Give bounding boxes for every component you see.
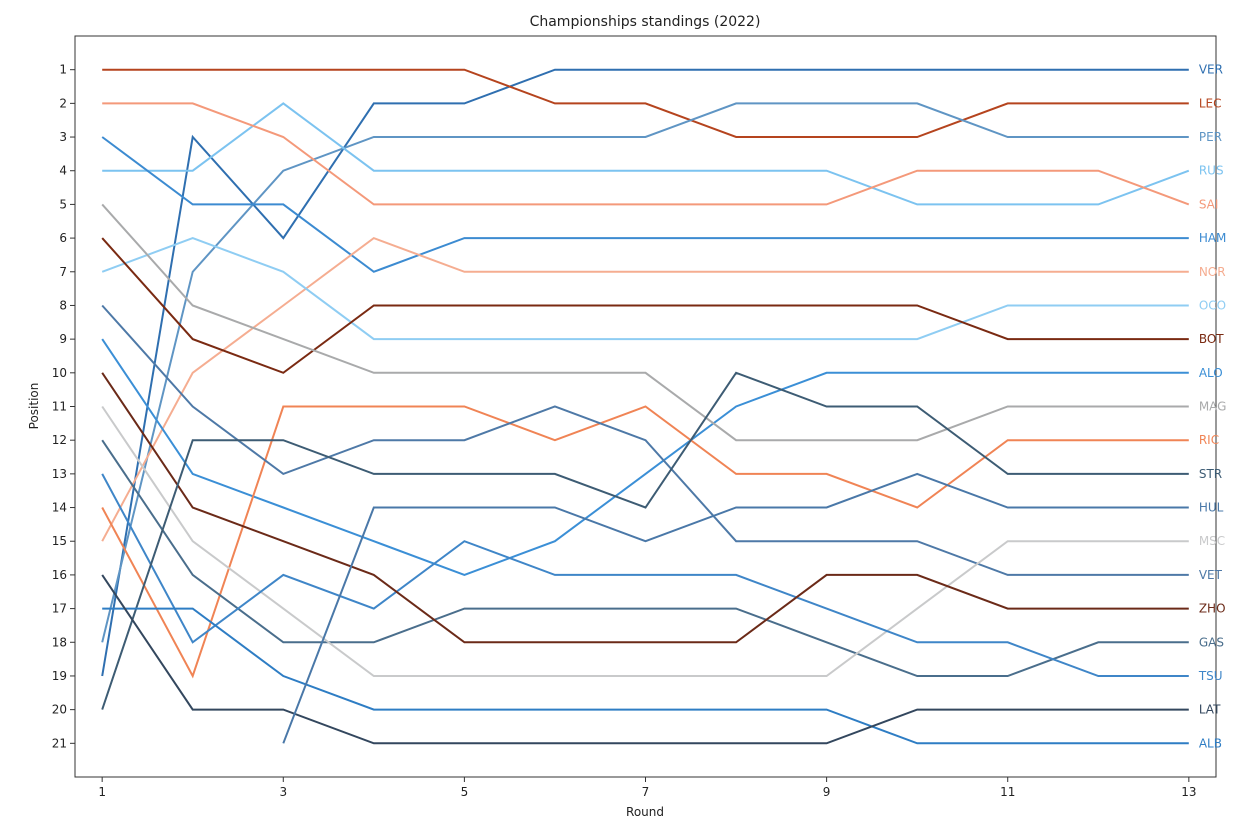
y-tick-label: 3 (59, 130, 67, 144)
series-line-str (101, 371, 1189, 710)
y-tick-label: 10 (52, 366, 67, 380)
y-tick-label: 18 (52, 635, 67, 649)
series-line-alb (102, 607, 1189, 745)
x-tick-label: 11 (1000, 785, 1015, 799)
y-tick-label: 7 (59, 265, 67, 279)
series-label-vet: VET (1199, 568, 1223, 582)
series-line-gas (101, 439, 1189, 677)
series-line-oco (101, 237, 1189, 341)
y-tick-label: 2 (59, 96, 67, 110)
series-label-alb: ALB (1199, 736, 1222, 750)
series-lines (101, 68, 1190, 745)
series-label-ver: VER (1199, 63, 1223, 77)
series-label-gas: GAS (1199, 635, 1224, 649)
series-label-ric: RIC (1199, 433, 1219, 447)
y-tick-label: 4 (59, 164, 67, 178)
series-line-hul (282, 472, 1189, 744)
y-tick-label: 5 (59, 197, 67, 211)
series-line-sai (102, 102, 1190, 206)
series-line-mag (101, 203, 1189, 442)
series-line-zho (101, 372, 1189, 644)
series-line-per (101, 102, 1189, 643)
x-axis-title: Round (626, 805, 664, 819)
y-tick-label: 1 (59, 63, 67, 77)
y-tick-label: 13 (52, 467, 67, 481)
series-label-mag: MAG (1199, 400, 1227, 414)
y-tick-label: 11 (52, 400, 67, 414)
y-tick-label: 14 (52, 501, 67, 515)
series-label-alo: ALO (1199, 366, 1223, 380)
y-tick-label: 15 (52, 534, 67, 548)
series-label-ham: HAM (1199, 231, 1227, 245)
y-tick-label: 16 (52, 568, 67, 582)
series-label-lec: LEC (1199, 96, 1222, 110)
series-line-tsu (101, 473, 1189, 677)
series-label-per: PER (1199, 130, 1222, 144)
series-line-vet (101, 304, 1189, 576)
series-label-hul: HUL (1199, 501, 1224, 515)
series-line-rus (102, 102, 1190, 206)
chart-title: Championships standings (2022) (530, 14, 761, 30)
series-line-msc (101, 405, 1189, 677)
y-tick-label: 8 (59, 298, 67, 312)
x-tick-label: 5 (461, 785, 469, 799)
series-line-nor (101, 236, 1189, 542)
series-label-tsu: TSU (1198, 669, 1223, 683)
series-line-ric (101, 405, 1189, 679)
series-end-labels: VER LEC PER RUS SAI HAM NOR OCO BOT ALO MAG RIC GAS V… (1198, 63, 1227, 751)
series-line-lat (101, 574, 1189, 745)
x-tick-label: 1 (98, 785, 106, 799)
y-tick-label: 17 (52, 602, 67, 616)
series-label-msc: MSC (1199, 534, 1225, 548)
series-label-oco: OCO (1199, 298, 1226, 312)
series-label-rus: RUS (1199, 164, 1224, 178)
y-tick-label: 6 (59, 231, 67, 245)
x-tick-label: 13 (1181, 785, 1196, 799)
series-line-alo (101, 338, 1189, 576)
series-label-lat: LAT (1199, 703, 1221, 717)
series-line-lec (102, 68, 1189, 138)
series-label-zho: ZHO (1199, 602, 1226, 616)
y-tick-label: 9 (59, 332, 67, 346)
y-tick-label: 20 (52, 703, 67, 717)
series-label-sai: SAI (1199, 197, 1219, 211)
x-axis: 1 3 5 7 9 11 13 (98, 777, 1196, 799)
x-tick-label: 3 (279, 785, 287, 799)
y-tick-label: 12 (52, 433, 67, 447)
y-axis-title: Position (27, 383, 41, 430)
series-line-ham (101, 136, 1189, 273)
series-label-nor: NOR (1199, 265, 1226, 279)
series-line-ver (101, 68, 1189, 677)
series-label-str: STR (1199, 467, 1222, 481)
x-tick-label: 9 (823, 785, 831, 799)
series-label-bot: BOT (1199, 332, 1224, 346)
y-tick-label: 21 (52, 736, 67, 750)
series-line-bot (101, 237, 1189, 374)
x-tick-label: 7 (642, 785, 650, 799)
y-tick-label: 19 (52, 669, 67, 683)
